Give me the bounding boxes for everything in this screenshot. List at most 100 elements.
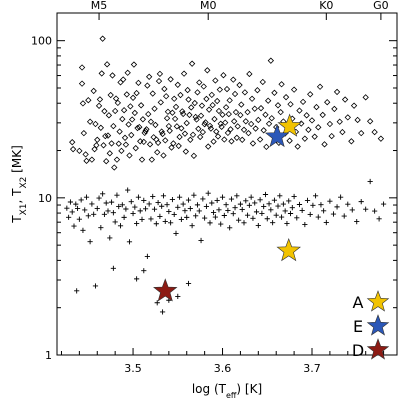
diamond-point [268, 115, 275, 122]
plus-point [98, 225, 104, 231]
diamond-point [188, 104, 195, 111]
diamond-point [324, 99, 331, 106]
plus-point [107, 235, 113, 241]
plus-point [310, 202, 316, 208]
diamond-point [185, 96, 192, 103]
plus-point [176, 194, 183, 200]
diamond-point [260, 127, 267, 134]
x-axis-label: log (Teff) [K] [192, 382, 262, 400]
diamond-point [208, 91, 215, 99]
diamond-point [242, 118, 249, 125]
diamond-point [105, 112, 113, 119]
diamond-point [211, 115, 218, 123]
diamond-point [161, 85, 168, 93]
x-tick-label: 3.6 [214, 362, 232, 375]
diamond-point [147, 118, 155, 125]
diamond-point [85, 97, 92, 104]
diamond-point [350, 102, 358, 109]
diamond-point [286, 137, 293, 144]
legend-label-E: E [353, 317, 363, 336]
diamond-point [244, 108, 251, 116]
plus-point [76, 216, 82, 222]
diamond-point [219, 111, 226, 118]
plus-point [239, 206, 245, 213]
plus-point [227, 225, 233, 231]
diamond-point [326, 120, 334, 128]
plus-point [345, 201, 351, 207]
diamond-point [290, 86, 298, 93]
plus-point [349, 207, 355, 213]
diamond-point [116, 128, 123, 135]
plus-point [287, 210, 294, 217]
diamond-point [143, 126, 150, 133]
diamond-point [146, 141, 154, 148]
plus-point [354, 219, 360, 225]
plus-point [74, 288, 80, 294]
diamond-point [257, 105, 265, 112]
diamond-point [294, 143, 301, 150]
diamond-point [144, 82, 151, 89]
axes: 3.5 3.6 3.7 M5 M0 K0 G0 1 10 100 [31, 0, 397, 375]
plus-point [228, 196, 235, 202]
plus-point [87, 239, 93, 245]
diamond-point [236, 81, 243, 89]
plus-point [157, 213, 163, 219]
diamond-point [154, 149, 161, 156]
plus-point [275, 203, 281, 209]
y-axis-label-t1: T [10, 215, 24, 224]
plus-point [358, 199, 364, 205]
diamond-point [135, 79, 142, 87]
plus-point [78, 197, 84, 203]
diamond-point [192, 113, 199, 121]
x-axis-label-prefix: log (T [192, 382, 227, 396]
plus-point [334, 204, 340, 210]
diamond-point [145, 73, 153, 80]
plus-point [85, 213, 91, 219]
diamond-point [190, 152, 198, 160]
plus-point [205, 190, 211, 196]
plus-point [236, 217, 242, 223]
plus-point [212, 214, 218, 220]
top-axis-label: K0 [319, 0, 333, 12]
plus-point [82, 207, 88, 213]
diamond-point [137, 102, 145, 109]
diamond-point [76, 147, 83, 155]
diamond-point [111, 107, 119, 115]
y-axis-label: TX1, TX2 [MK] [10, 145, 29, 224]
diamond-point [362, 94, 369, 101]
diamond-point [155, 77, 163, 85]
diamond-point [265, 120, 273, 127]
diamond-point [86, 118, 94, 125]
plus-point [321, 208, 327, 214]
diamond-point [215, 107, 223, 115]
plus-point [315, 214, 321, 220]
diamond-point [282, 94, 290, 101]
plus-point [330, 211, 337, 217]
diamond-point [216, 86, 224, 93]
diamond-point [142, 127, 149, 135]
plus-point [323, 219, 329, 226]
star-point-D [153, 278, 178, 302]
diamond-point [299, 98, 307, 106]
plus-point [155, 199, 161, 206]
diamond-point [267, 57, 275, 64]
plus-point [100, 191, 106, 197]
diamond-point [126, 152, 133, 159]
diamond-point [181, 130, 189, 137]
diamond-point [138, 156, 146, 163]
diamond-point [179, 108, 186, 115]
diamond-point [225, 110, 232, 118]
plus-point [134, 220, 140, 227]
diamond-point [227, 126, 234, 133]
diamond-point [240, 126, 248, 133]
diamond-point [341, 96, 349, 103]
plus-point [185, 197, 192, 203]
diamond-point [194, 89, 201, 96]
diamond-point [162, 93, 170, 100]
diamond-point [188, 60, 196, 67]
plus-point [307, 211, 313, 218]
plus-point [159, 203, 165, 209]
plus-point [312, 193, 319, 199]
plus-point [338, 194, 344, 200]
diamond-point [99, 35, 106, 42]
